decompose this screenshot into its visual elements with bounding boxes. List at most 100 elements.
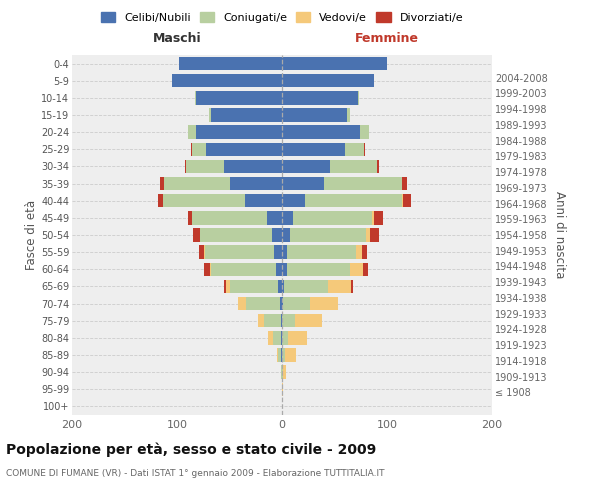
Bar — [282, 91, 358, 104]
Bar — [284, 280, 328, 293]
Bar — [282, 297, 283, 310]
Bar — [370, 228, 379, 241]
Bar — [281, 366, 282, 379]
Bar — [282, 142, 345, 156]
Bar — [164, 177, 229, 190]
Bar — [403, 194, 411, 207]
Bar — [245, 194, 282, 207]
Bar — [290, 228, 366, 241]
Bar — [282, 194, 305, 207]
Bar — [204, 246, 205, 259]
Bar — [372, 211, 374, 224]
Bar — [280, 297, 282, 310]
Bar — [287, 262, 350, 276]
Bar — [187, 160, 224, 173]
Bar — [281, 314, 282, 328]
Bar — [282, 160, 331, 173]
Bar — [264, 314, 281, 328]
Y-axis label: Fasce di età: Fasce di età — [25, 200, 38, 270]
Bar — [158, 194, 163, 207]
Text: Popolazione per età, sesso e stato civile - 2009: Popolazione per età, sesso e stato civil… — [6, 442, 376, 457]
Bar — [282, 262, 287, 276]
Bar — [345, 142, 364, 156]
Bar — [246, 297, 280, 310]
Bar — [402, 194, 403, 207]
Text: Maschi: Maschi — [152, 32, 202, 44]
Bar — [258, 314, 264, 328]
Bar — [206, 142, 282, 156]
Bar — [277, 348, 278, 362]
Bar — [278, 348, 281, 362]
Bar — [305, 194, 402, 207]
Bar — [163, 194, 245, 207]
Bar — [204, 262, 209, 276]
Bar — [350, 262, 363, 276]
Bar — [281, 331, 282, 344]
Bar — [195, 91, 196, 104]
Bar — [282, 280, 284, 293]
Bar — [224, 280, 226, 293]
Bar — [278, 280, 282, 293]
Bar — [282, 108, 347, 122]
Bar — [211, 262, 276, 276]
Bar — [374, 211, 383, 224]
Bar — [200, 228, 271, 241]
Bar — [226, 280, 229, 293]
Bar — [209, 108, 211, 122]
Bar — [282, 57, 387, 70]
Y-axis label: Anni di nascita: Anni di nascita — [553, 192, 566, 278]
Bar — [160, 177, 164, 190]
Bar — [377, 160, 379, 173]
Bar — [271, 228, 282, 241]
Text: Femmine: Femmine — [355, 32, 419, 44]
Bar — [282, 382, 283, 396]
Bar — [295, 314, 322, 328]
Bar — [285, 348, 296, 362]
Bar — [282, 314, 295, 328]
Bar — [355, 246, 362, 259]
Bar — [283, 366, 286, 379]
Bar — [360, 126, 369, 139]
Bar — [282, 246, 287, 259]
Bar — [282, 331, 289, 344]
Bar — [209, 262, 211, 276]
Bar — [282, 366, 283, 379]
Bar — [366, 228, 370, 241]
Bar — [310, 297, 338, 310]
Bar — [281, 348, 282, 362]
Bar — [274, 246, 282, 259]
Bar — [347, 108, 350, 122]
Text: COMUNE DI FUMANE (VR) - Dati ISTAT 1° gennaio 2009 - Elaborazione TUTTITALIA.IT: COMUNE DI FUMANE (VR) - Dati ISTAT 1° ge… — [6, 469, 385, 478]
Bar — [192, 211, 268, 224]
Bar — [351, 280, 353, 293]
Bar — [363, 262, 368, 276]
Bar — [282, 177, 324, 190]
Bar — [193, 228, 200, 241]
Bar — [179, 57, 282, 70]
Bar — [211, 108, 282, 122]
Bar — [224, 160, 282, 173]
Bar — [324, 177, 402, 190]
Bar — [196, 126, 282, 139]
Bar — [230, 280, 278, 293]
Bar — [362, 246, 367, 259]
Bar — [282, 228, 290, 241]
Bar — [293, 211, 372, 224]
Bar — [402, 177, 407, 190]
Bar — [229, 177, 282, 190]
Bar — [268, 211, 282, 224]
Bar — [172, 74, 282, 88]
Bar — [268, 331, 272, 344]
Bar — [282, 126, 360, 139]
Bar — [191, 142, 192, 156]
Bar — [358, 91, 359, 104]
Bar — [272, 331, 281, 344]
Bar — [185, 160, 187, 173]
Bar — [331, 160, 377, 173]
Bar — [238, 297, 247, 310]
Bar — [192, 142, 206, 156]
Bar — [199, 246, 204, 259]
Legend: Celibi/Nubili, Coniugati/e, Vedovi/e, Divorziati/e: Celibi/Nubili, Coniugati/e, Vedovi/e, Di… — [97, 8, 467, 28]
Bar — [289, 331, 307, 344]
Bar — [205, 246, 274, 259]
